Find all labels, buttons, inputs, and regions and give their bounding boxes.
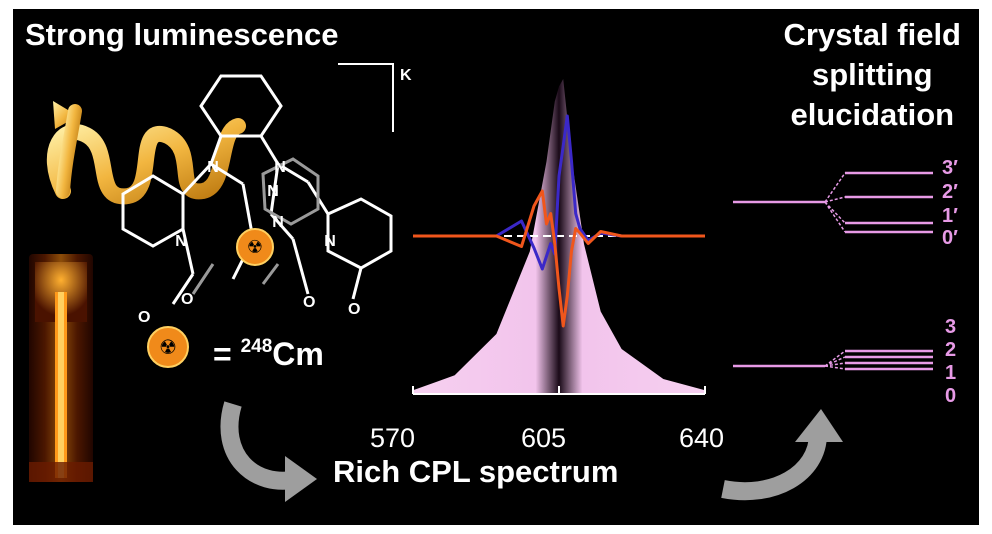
nitrogen-label-4: N bbox=[324, 233, 336, 250]
oxygen-label-2: O bbox=[181, 291, 193, 308]
level-3: 3 bbox=[945, 316, 957, 338]
x-tick-640: 640 bbox=[679, 423, 725, 453]
curved-arrow-right-icon bbox=[721, 409, 843, 501]
counterion-label: K bbox=[400, 67, 412, 84]
heading-strong-luminescence: Strong luminescence bbox=[25, 17, 339, 52]
oxygen-label-3: O bbox=[303, 294, 315, 311]
curium-atom-icon bbox=[236, 228, 274, 266]
level-2-prime: 2′ bbox=[942, 181, 958, 203]
curium-legend-icon: ☢ bbox=[147, 326, 189, 368]
equals-sign: = bbox=[213, 336, 241, 372]
x-tick-605: 605 bbox=[521, 423, 567, 453]
nitrogen-label-3: N bbox=[175, 233, 187, 250]
nitrogen-label-2: N bbox=[274, 159, 286, 176]
heading-crystal-field: Crystal field splitting elucidation bbox=[784, 15, 961, 135]
svg-text:☢: ☢ bbox=[159, 335, 177, 359]
black-panel: Strong luminescence Crystal field splitt… bbox=[13, 9, 979, 525]
heading-line-2: splitting bbox=[812, 57, 933, 92]
nitrogen-label-1: N bbox=[207, 159, 219, 176]
complex-bracket bbox=[338, 63, 394, 132]
level-1: 1 bbox=[945, 362, 957, 384]
heading-line-1: Crystal field bbox=[783, 17, 961, 52]
pyridine-ring-right bbox=[326, 197, 393, 270]
level-2: 2 bbox=[945, 339, 957, 361]
golden-spiral-icon bbox=[46, 101, 246, 205]
molecular-structure: ☢ N N N N N N O O O O bbox=[121, 74, 393, 324]
isotope-mass: 248 bbox=[240, 336, 273, 357]
oxygen-label-1: O bbox=[138, 309, 150, 324]
oxygen-label-4: O bbox=[348, 301, 360, 318]
level-1-prime: 1′ bbox=[942, 205, 958, 227]
nitrogen-label-5: N bbox=[267, 183, 279, 200]
x-tick-570: 570 bbox=[370, 423, 416, 453]
element-symbol: Cm bbox=[272, 336, 324, 372]
cpl-spectrum-chart bbox=[412, 79, 706, 395]
curium-legend-label: = 248Cm bbox=[213, 336, 324, 373]
curved-arrow-left-icon bbox=[220, 401, 317, 502]
heading-line-3: elucidation bbox=[790, 97, 955, 132]
svg-text:☢: ☢ bbox=[247, 237, 263, 258]
nitrogen-label-6: N bbox=[272, 214, 284, 231]
cpl-orange-line bbox=[413, 189, 705, 328]
luminescent-vial-photo bbox=[29, 254, 93, 482]
level-0-prime: 0′ bbox=[942, 227, 958, 249]
heading-rich-cpl: Rich CPL spectrum bbox=[333, 454, 619, 489]
level-3-prime: 3′ bbox=[942, 157, 958, 179]
level-0: 0 bbox=[945, 385, 957, 407]
pyridine-ring-left bbox=[121, 174, 185, 248]
energy-level-diagram bbox=[733, 171, 933, 371]
cyclohexane-ring bbox=[199, 74, 283, 138]
